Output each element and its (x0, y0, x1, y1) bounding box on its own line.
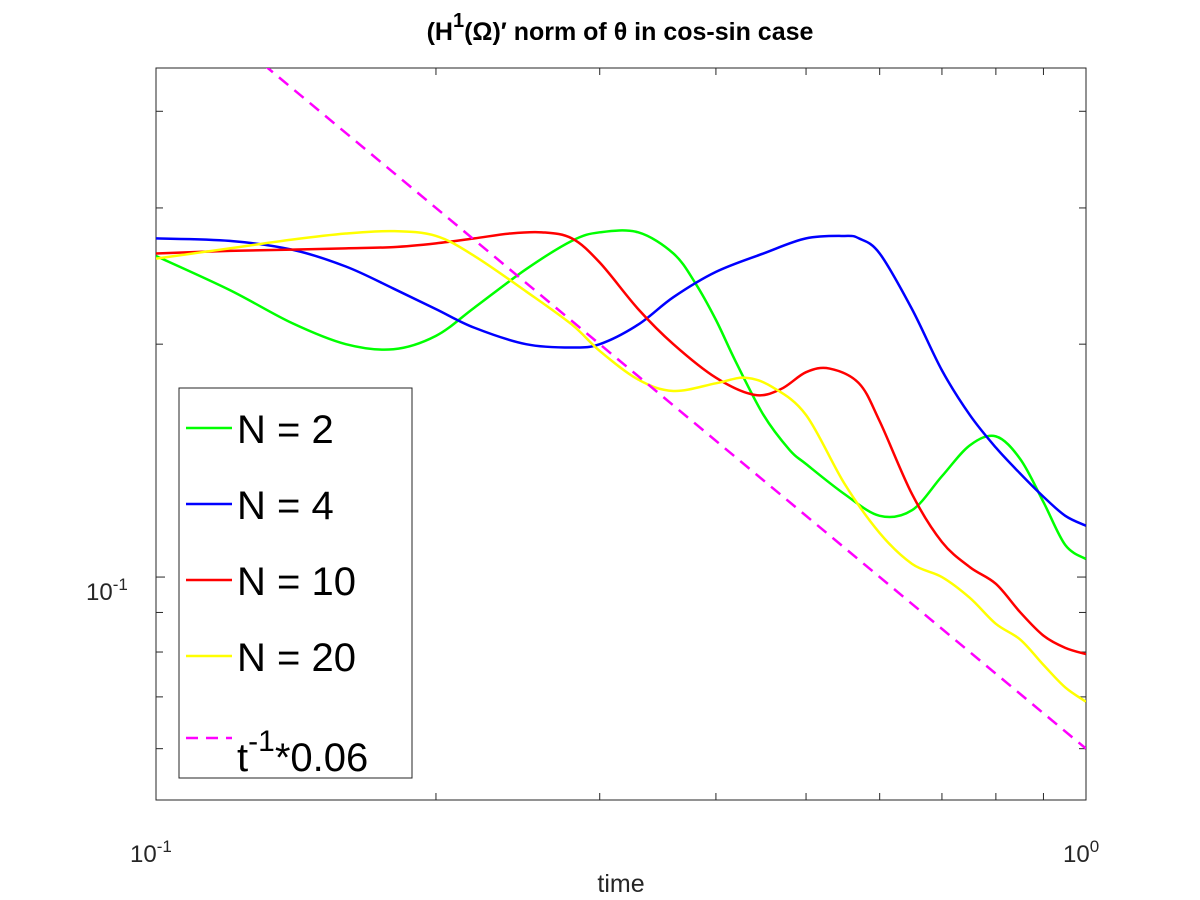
chart-title: (H1(Ω)′ norm of θ in cos-sin case (427, 10, 814, 46)
y-tick-label: 10-1 (86, 575, 128, 606)
legend-label-n20: N = 20 (237, 636, 356, 680)
series-line-n-2 (156, 229, 1086, 561)
x-tick-label-min: 10-1 (130, 837, 172, 868)
legend-box (178, 387, 413, 779)
series-line-n-4 (156, 234, 1086, 527)
x-tick-label-max: 100 (1063, 837, 1099, 868)
series-line-n-20 (156, 229, 1086, 703)
x-axis-label: time (597, 870, 644, 898)
axis-ticks (155, 68, 1087, 800)
series-line-t-1-0-06 (265, 68, 1086, 750)
legend: N = 2 N = 4 N = 10 N = 20 t-1*0.06 (178, 387, 413, 780)
series-layer (156, 68, 1086, 750)
legend-label-n2: N = 2 (237, 408, 334, 452)
legend-label-n4: N = 4 (237, 484, 334, 528)
series-line-n-10 (156, 230, 1086, 656)
legend-label-ref: t-1*0.06 (237, 725, 368, 780)
legend-label-n10: N = 10 (237, 560, 356, 604)
